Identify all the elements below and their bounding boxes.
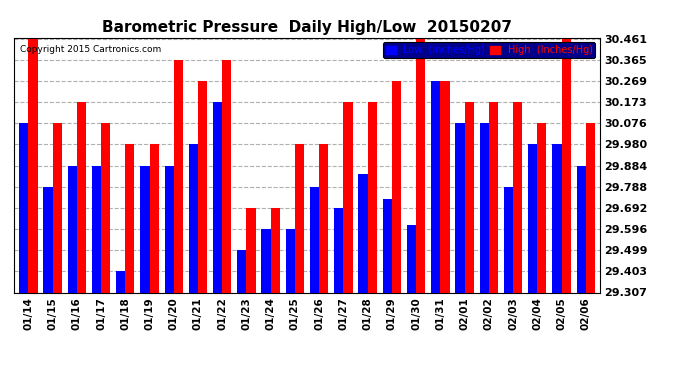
Bar xyxy=(513,102,522,292)
Bar xyxy=(150,144,159,292)
Bar xyxy=(68,165,77,292)
Bar xyxy=(310,187,319,292)
Title: Barometric Pressure  Daily High/Low  20150207: Barometric Pressure Daily High/Low 20150… xyxy=(102,20,512,35)
Bar xyxy=(43,187,52,292)
Bar xyxy=(480,123,489,292)
Bar xyxy=(344,102,353,292)
Bar xyxy=(237,250,246,292)
Bar xyxy=(334,208,344,292)
Bar xyxy=(77,102,86,292)
Bar xyxy=(213,102,222,292)
Legend: Low  (Inches/Hg), High  (Inches/Hg): Low (Inches/Hg), High (Inches/Hg) xyxy=(383,42,595,58)
Bar xyxy=(383,200,392,292)
Bar xyxy=(52,123,62,292)
Bar xyxy=(586,123,595,292)
Bar xyxy=(116,272,126,292)
Bar xyxy=(538,123,546,292)
Bar xyxy=(28,39,37,292)
Bar xyxy=(440,81,450,292)
Bar xyxy=(431,81,440,292)
Bar xyxy=(416,39,425,292)
Bar xyxy=(358,174,368,292)
Bar xyxy=(552,144,562,292)
Bar xyxy=(489,102,498,292)
Bar xyxy=(101,123,110,292)
Bar xyxy=(464,102,474,292)
Bar xyxy=(140,165,150,292)
Bar xyxy=(455,123,464,292)
Bar xyxy=(286,229,295,292)
Bar xyxy=(295,144,304,292)
Bar xyxy=(562,39,571,292)
Bar xyxy=(164,165,174,292)
Bar xyxy=(368,102,377,292)
Bar xyxy=(504,187,513,292)
Bar xyxy=(577,165,586,292)
Bar xyxy=(189,144,198,292)
Text: Copyright 2015 Cartronics.com: Copyright 2015 Cartronics.com xyxy=(19,45,161,54)
Bar xyxy=(222,60,231,292)
Bar xyxy=(19,123,28,292)
Bar xyxy=(126,144,135,292)
Bar xyxy=(407,225,416,292)
Bar xyxy=(528,144,538,292)
Bar xyxy=(198,81,207,292)
Bar xyxy=(392,81,401,292)
Bar xyxy=(262,229,270,292)
Bar xyxy=(319,144,328,292)
Bar xyxy=(246,208,256,292)
Bar xyxy=(174,60,183,292)
Bar xyxy=(92,165,101,292)
Bar xyxy=(270,208,280,292)
